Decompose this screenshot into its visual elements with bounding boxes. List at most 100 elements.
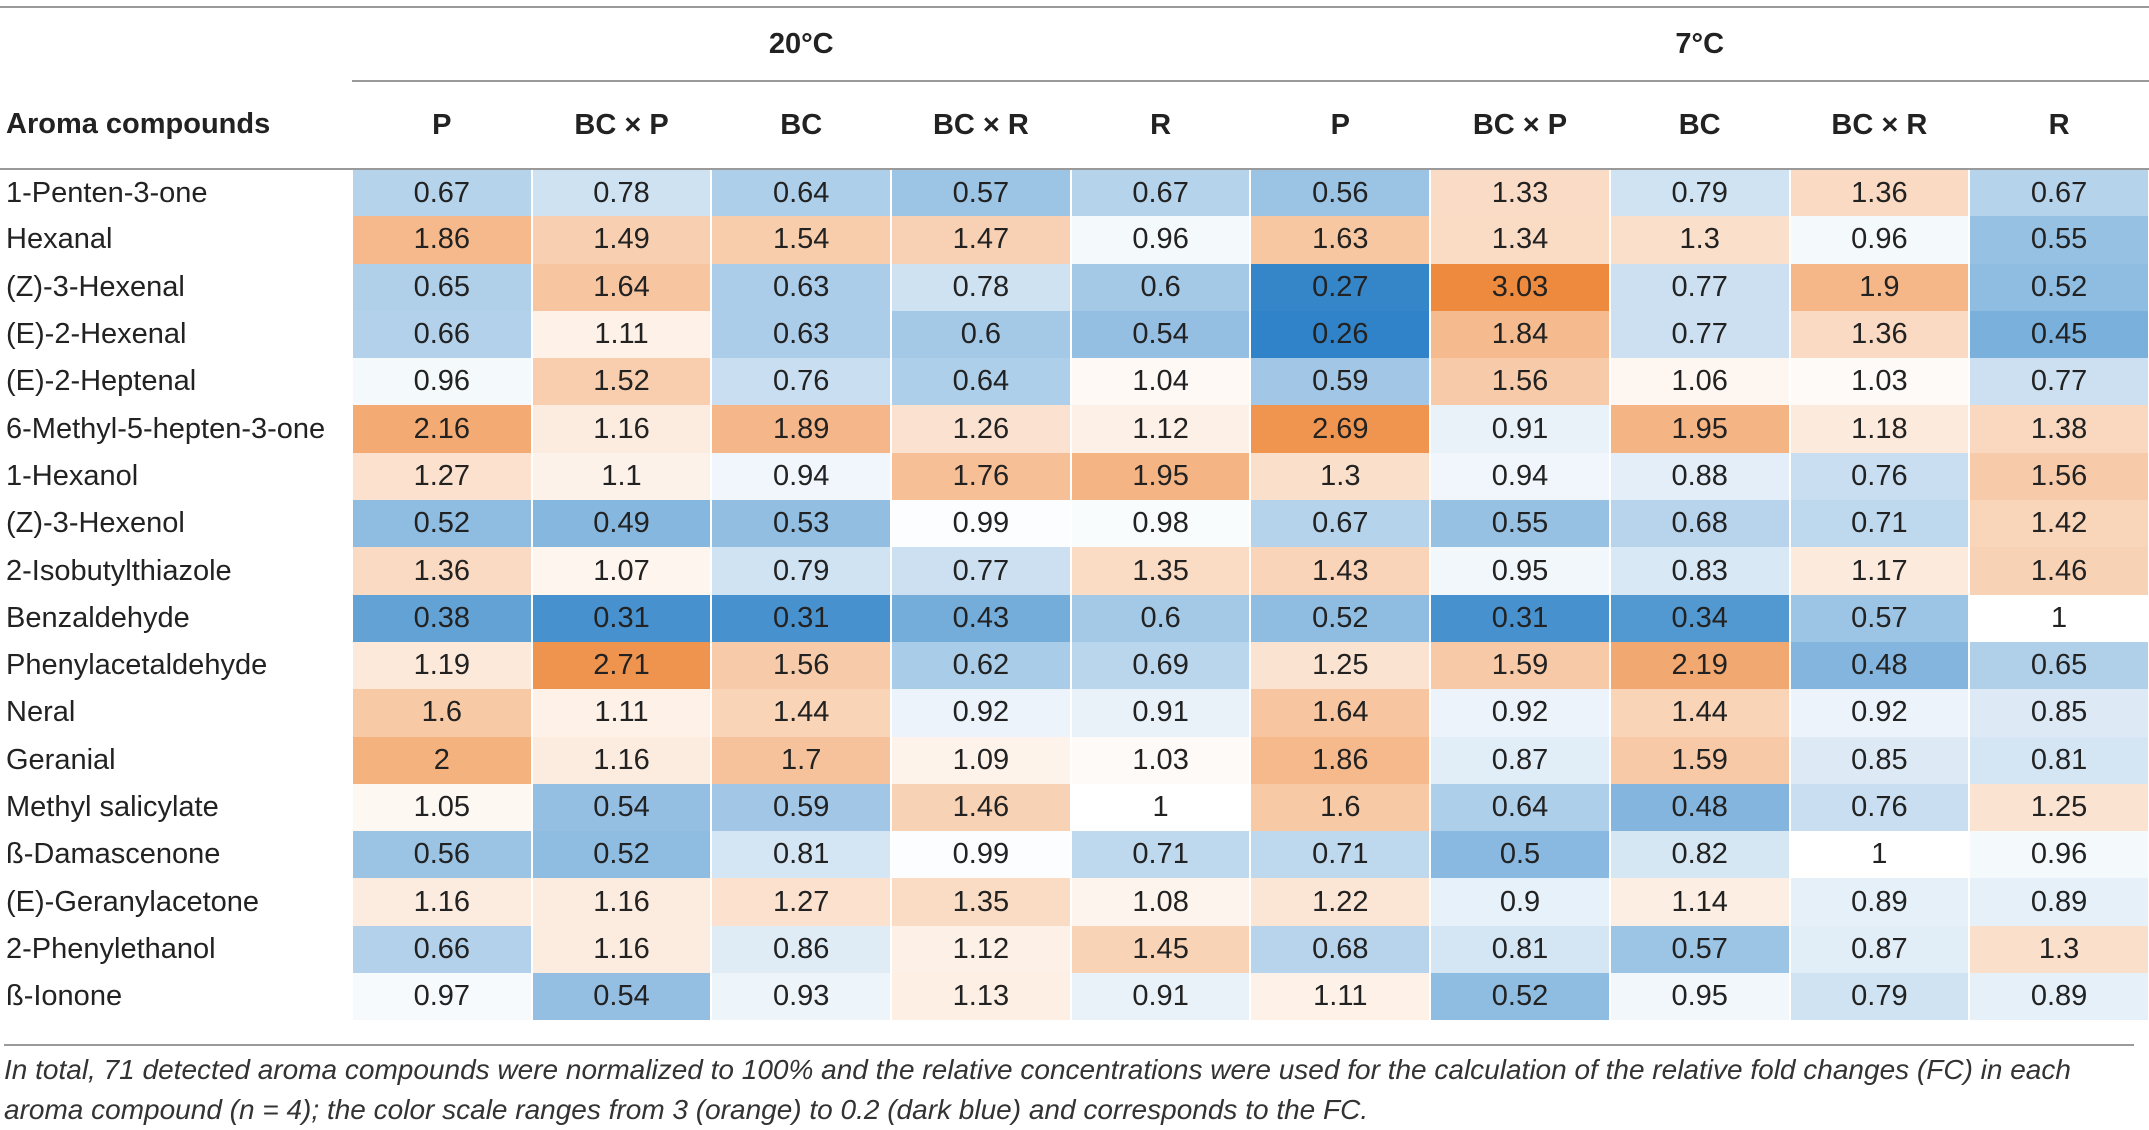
fold-change-cell: 0.57 [1609,925,1791,974]
table-row: (E)-2-Heptenal 0.96 1.52 0.76 0.64 1.04 0.59 1.… [0,358,2149,406]
table-row: ß-Ionone 0.97 0.54 0.93 1.13 0.91 1.11 0.52 0.95… [0,973,2149,1021]
fold-change-cell: 1.03 [1070,736,1252,784]
fold-change-cell: 0.71 [1250,831,1432,879]
fold-change-cell: 0.71 [1070,831,1252,879]
table-row: (E)-Geranylacetone 1.16 1.16 1.27 1.35 1.08 1.… [0,878,2149,926]
fold-change-cell: 0.59 [711,783,893,832]
fold-change-cell: 0.76 [711,358,893,406]
fold-change-cell: 1.17 [1789,547,1971,595]
compound-name: 1-Hexanol [0,452,353,501]
table-row: (Z)-3-Hexenol 0.52 0.49 0.53 0.99 0.98 0.67 0.5… [0,500,2149,548]
fold-change-cell: 1.08 [1070,878,1252,926]
table-row: 2-Phenylethanol 0.66 1.16 0.86 1.12 1.45 0.68 0… [0,925,2149,974]
fold-change-cell: 0.52 [352,500,533,548]
fold-change-cell: 0.45 [1969,310,2149,359]
column-header: BC × P [1430,81,1610,170]
compound-name: Neral [0,689,353,737]
fold-change-cell: 1.44 [711,689,893,737]
fold-change-cell: 1.16 [531,736,713,784]
fold-change-cell: 1.44 [1609,689,1791,737]
fold-change-cell: 0.86 [711,925,893,974]
fold-change-cell: 1.45 [1070,925,1252,974]
fold-change-cell: 1.35 [891,878,1072,926]
column-header: BC × R [1789,81,1970,170]
fold-change-cell: 1.12 [1070,405,1252,453]
fold-change-cell: 1.27 [711,878,893,926]
column-header: P [352,81,532,170]
fold-change-cell: 0.92 [891,689,1072,737]
table-row: ß-Damascenone 0.56 0.52 0.81 0.99 0.71 0.71 0.5… [0,831,2149,879]
table-row: Benzaldehyde 0.38 0.31 0.31 0.43 0.6 0.52 0.31 0… [0,594,2149,642]
fold-change-cell: 1.16 [352,878,533,926]
fold-change-cell: 0.66 [352,925,533,974]
compound-name: Methyl salicylate [0,783,353,832]
fold-change-cell: 0.71 [1789,500,1971,548]
table-row: Phenylacetaldehyde 1.19 2.71 1.56 0.62 0.69 1.… [0,641,2149,690]
fold-change-cell: 1.35 [1070,547,1252,595]
fold-change-cell: 1.43 [1250,547,1432,595]
fold-change-cell: 1.14 [1609,878,1791,926]
fold-change-cell: 0.31 [711,594,893,642]
fold-change-cell: 0.6 [1070,263,1252,311]
fold-change-cell: 1.7 [711,736,893,784]
fold-change-cell: 1.89 [711,405,893,453]
fold-change-cell: 0.57 [1789,594,1971,642]
fold-change-cell: 1.06 [1609,358,1791,406]
fold-change-cell: 0.92 [1430,689,1611,737]
fold-change-cell: 0.54 [1070,310,1252,359]
table-body: 1-Penten-3-one 0.67 0.78 0.64 0.57 0.67 0.56 1.… [0,169,2149,1021]
aroma-fold-change-table: 20°C 7°C Aroma compounds P BC × P BC BC × R… [0,6,2149,1021]
fold-change-cell: 1.1 [531,452,713,501]
fold-change-cell: 0.27 [1250,263,1432,311]
fold-change-cell: 1.18 [1789,405,1971,453]
fold-change-cell: 0.52 [1969,263,2149,311]
fold-change-cell: 1.16 [531,878,713,926]
fold-change-cell: 0.48 [1609,783,1791,832]
fold-change-cell: 1.49 [531,216,713,264]
fold-change-cell: 1.36 [1789,310,1971,359]
fold-change-cell: 1.36 [1789,169,1971,217]
fold-change-cell: 0.63 [711,310,893,359]
fold-change-cell: 0.85 [1789,736,1971,784]
fold-change-cell: 1.64 [1250,689,1432,737]
table-row: Neral 1.6 1.11 1.44 0.92 0.91 1.64 0.92 1.44 0.92… [0,689,2149,737]
table-row: (Z)-3-Hexenal 0.65 1.64 0.63 0.78 0.6 0.27 3.03… [0,263,2149,311]
fold-change-cell: 0.89 [1789,878,1971,926]
fold-change-cell: 0.81 [1430,925,1611,974]
fold-change-cell: 1.34 [1430,216,1611,264]
fold-change-cell: 1.11 [531,310,713,359]
fold-change-cell: 2.71 [531,641,713,690]
fold-change-cell: 1.56 [711,641,893,690]
fold-change-cell: 0.96 [352,358,533,406]
fold-change-cell: 1.26 [891,405,1072,453]
fold-change-cell: 0.38 [352,594,533,642]
fold-change-cell: 1.84 [1430,310,1611,359]
column-header: BC × R [891,81,1071,170]
fold-change-cell: 0.55 [1969,216,2149,264]
fold-change-cell: 0.79 [711,547,893,595]
fold-change-cell: 0.89 [1969,973,2149,1021]
fold-change-cell: 0.88 [1609,452,1791,501]
fold-change-cell: 0.9 [1430,878,1611,926]
group-header-row: 20°C 7°C [0,7,2149,82]
fold-change-cell: 1.47 [891,216,1072,264]
fold-change-cell: 0.6 [1070,594,1252,642]
fold-change-cell: 0.54 [531,973,713,1021]
fold-change-cell: 0.98 [1070,500,1252,548]
fold-change-cell: 1.04 [1070,358,1252,406]
fold-change-cell: 0.78 [531,169,713,217]
column-header: P [1250,81,1431,170]
fold-change-cell: 2.69 [1250,405,1432,453]
fold-change-cell: 0.64 [711,169,893,217]
table-row: 6-Methyl-5-hepten-3-one 2.16 1.16 1.89 1.26 1… [0,405,2149,453]
table-row: 1-Penten-3-one 0.67 0.78 0.64 0.57 0.67 0.56 1.… [0,169,2149,217]
fold-change-cell: 0.94 [711,452,893,501]
fold-change-cell: 0.83 [1609,547,1791,595]
fold-change-cell: 1.27 [352,452,533,501]
fold-change-cell: 0.6 [891,310,1072,359]
fold-change-cell: 1.64 [531,263,713,311]
compound-name: (Z)-3-Hexenol [0,500,353,548]
compound-name: (E)-2-Heptenal [0,358,353,406]
fold-change-cell: 0.99 [891,500,1072,548]
